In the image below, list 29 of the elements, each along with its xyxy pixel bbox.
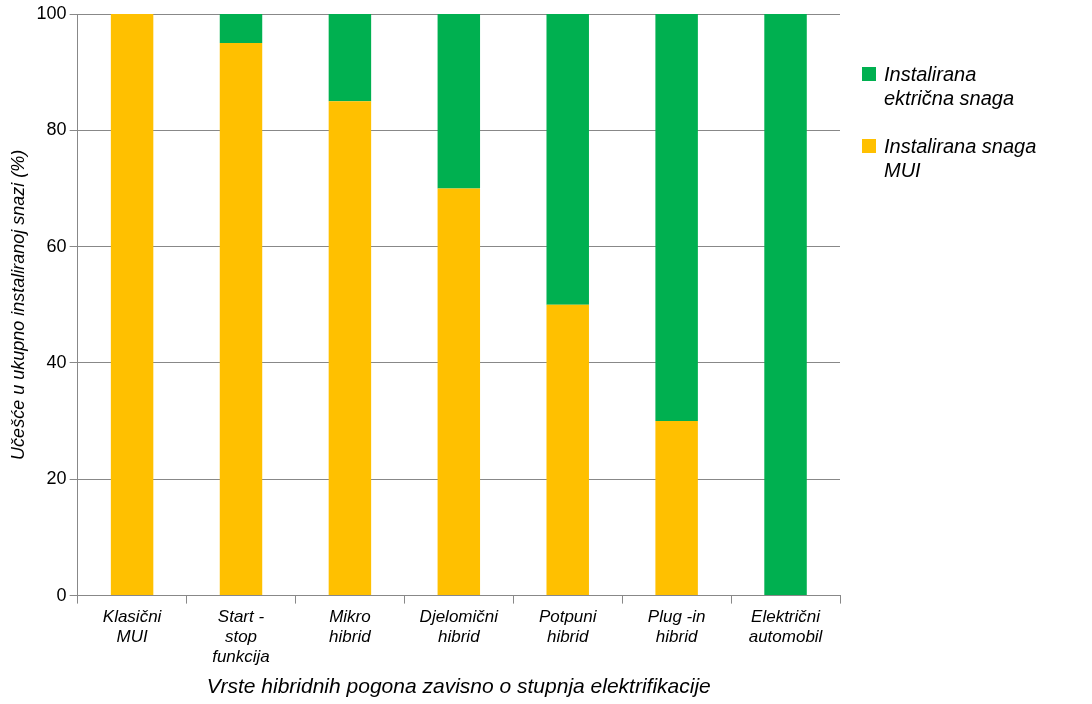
bar (546, 304, 589, 596)
bar (655, 421, 698, 596)
x-tick-label: Klasični MUI (102, 606, 163, 646)
y-tick-label: 20 (46, 468, 67, 489)
x-tick-label: Start - stop funkcija (212, 606, 270, 667)
y-tick-label: 0 (56, 584, 67, 605)
y-tick-label: 40 (46, 351, 67, 372)
x-tick-label: Električni automobil (748, 606, 824, 646)
x-axis-title: Vrste hibridnih pogona zavisno o stupnja elektrifikacije (206, 674, 711, 698)
y-axis-title: Učešće u ukupno instaliranoj snazi (%) (7, 149, 28, 460)
bar (764, 14, 807, 596)
bar (328, 101, 372, 596)
bar (219, 14, 263, 44)
y-tick-label: 100 (36, 2, 67, 23)
x-tick-label: Plug -in hibrid (647, 606, 706, 646)
y-tick-label: 80 (46, 119, 67, 140)
bar (437, 188, 481, 596)
bar (437, 14, 481, 189)
legend-label: Instalirana ektrična snaga (884, 62, 1015, 110)
x-tick-label: Mikro hibrid (329, 606, 372, 646)
y-tick-label: 60 (46, 235, 67, 256)
x-tick-label: Djelomični hibrid (419, 606, 500, 646)
bar (655, 14, 698, 422)
bar (546, 14, 589, 305)
bar (328, 14, 372, 102)
bar (219, 43, 263, 596)
legend-label: Instalirana snaga MUI (884, 134, 1037, 182)
x-tick-label: Potpuni hibrid (538, 606, 598, 646)
bar (110, 14, 154, 596)
